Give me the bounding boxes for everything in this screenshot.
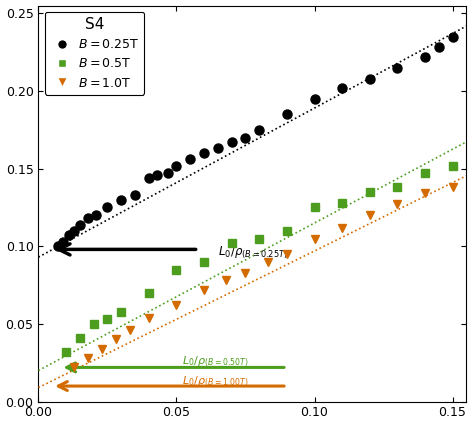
Text: $L_0/\rho_{(B=1.00T)}$: $L_0/\rho_{(B=1.00T)}$ [182,375,249,389]
Legend: $B = 0.25$T, $B = 0.5$T, $B = 1.0$T: $B = 0.25$T, $B = 0.5$T, $B = 1.0$T [45,12,144,94]
Text: $L_0/\rho_{(B=0.25T)}$: $L_0/\rho_{(B=0.25T)}$ [218,244,288,261]
Text: $L_0/\rho_{(B=0.50T)}$: $L_0/\rho_{(B=0.50T)}$ [182,355,249,369]
